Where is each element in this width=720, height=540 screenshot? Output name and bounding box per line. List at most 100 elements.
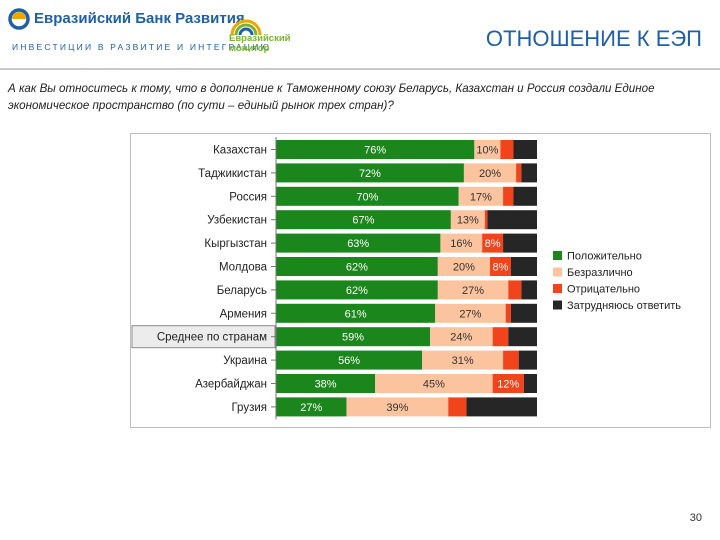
bar-segment [482,233,504,253]
data-label: 39% [386,402,408,414]
bar-segment [276,140,475,159]
bar-segment [276,186,459,206]
bar-segment [508,327,537,347]
bar-segment [500,140,514,159]
bar-segment [276,210,451,230]
bar-segment [523,374,537,393]
chart-frame: Казахстан 76% 10% Таджикистан 72% 20% Россия 70… [130,133,711,428]
bar-segment [492,327,509,347]
legend-swatch [553,267,562,277]
page-header: Евразийский Банк Развития ИНВЕСТИЦИИ В Р… [0,0,720,70]
data-label: 16% [450,238,472,250]
data-label: 20% [453,262,475,274]
page-number: 30 [689,512,702,524]
bar-segment [276,257,438,276]
category-label: Узбекистан [207,215,267,227]
data-label: 12% [497,379,519,391]
bar-segment [375,374,493,393]
monitor-name-line1: Евразийский [229,33,291,44]
bar-segment [463,163,517,183]
bank-name: Евразийский Банк Развития [34,10,245,27]
stacked-bar-chart: Казахстан 76% 10% Таджикистан 72% 20% Россия 70… [131,137,681,420]
bar-segment [276,303,436,323]
category-label: Таджикистан [198,168,267,180]
bar-segment [513,140,537,159]
category-label: Молдова [219,262,268,274]
bar-segment [492,374,524,393]
data-label: 20% [479,168,501,180]
bar-segment [508,280,522,300]
bar-segment [276,350,423,370]
data-label: 8% [485,238,501,250]
bar-segment [276,397,347,417]
category-label: Беларусь [217,285,267,297]
data-label: 10% [476,145,498,157]
category-label: Казахстан [213,145,267,157]
data-label: 17% [470,191,492,203]
monitor-name-line2: монитор [229,43,270,54]
data-label: 62% [346,285,368,297]
bar-segment [458,186,504,206]
bar-segment [513,186,537,206]
bar-segment [276,233,441,253]
category-label: Кыргызстан [204,238,267,250]
category-label: Россия [229,191,267,203]
bar-segment [448,397,467,417]
data-label: 63% [347,238,369,250]
data-label: 13% [457,215,479,227]
page-title: ОТНОШЕНИЕ К ЕЭП [485,26,702,51]
category-label: Грузия [231,402,267,414]
monitor-logo-icon [230,19,262,36]
bar-segment [450,210,485,230]
data-label: 27% [459,308,481,320]
data-label: 67% [352,215,374,227]
data-label: 27% [462,285,484,297]
legend-swatch [553,300,562,310]
bar-segment [437,257,491,276]
bar-segment [437,280,509,300]
data-label: 38% [315,379,337,391]
legend-entry: Отрицательно [567,284,640,296]
data-label: 76% [364,145,386,157]
category-label: Среднее по странам [157,332,267,344]
data-label: 61% [345,308,367,320]
bar-segment [276,280,438,300]
bar-segment [466,397,537,417]
data-label: 56% [338,355,360,367]
legend-entry: Затрудняюсь ответить [567,300,681,312]
bar-segment [276,327,430,347]
legend-swatch [553,284,562,293]
bar-segment [490,257,511,276]
bank-tagline: ИНВЕСТИЦИИ В РАЗВИТИЕ И ИНТЕГРАЦИЮ [12,42,272,52]
bar-segment [487,210,537,230]
data-label: 24% [450,332,472,344]
bar-segment [516,163,522,183]
bar-segment [440,233,483,253]
bar-segment [510,257,537,276]
bar-segment [422,350,504,370]
bar-segment [484,210,488,230]
bar-segment [510,303,537,323]
legend-entry: Безразлично [567,267,633,279]
data-label: 62% [346,262,368,274]
category-label: Украина [223,355,267,367]
bar-segment [518,350,537,370]
data-label: 70% [356,191,378,203]
data-label: 27% [300,402,322,414]
data-label: 45% [423,379,445,391]
bar-segment [474,140,501,159]
data-label: 59% [342,332,364,344]
survey-question: А как Вы относитесь к тому, что в дополн… [8,82,655,112]
category-label: Армения [220,308,267,320]
bar-segment [435,303,506,323]
data-label: 72% [359,168,381,180]
bar-segment [503,186,514,206]
legend-entry: Положительно [567,251,642,263]
bar-segment [429,327,493,347]
monitor-name: Евразийский монитор [229,34,291,54]
bar-segment [521,163,537,183]
category-label: Азербайджан [195,379,267,391]
bar-segment [505,303,511,323]
data-label: 8% [493,262,509,274]
bar-segment [503,233,537,253]
